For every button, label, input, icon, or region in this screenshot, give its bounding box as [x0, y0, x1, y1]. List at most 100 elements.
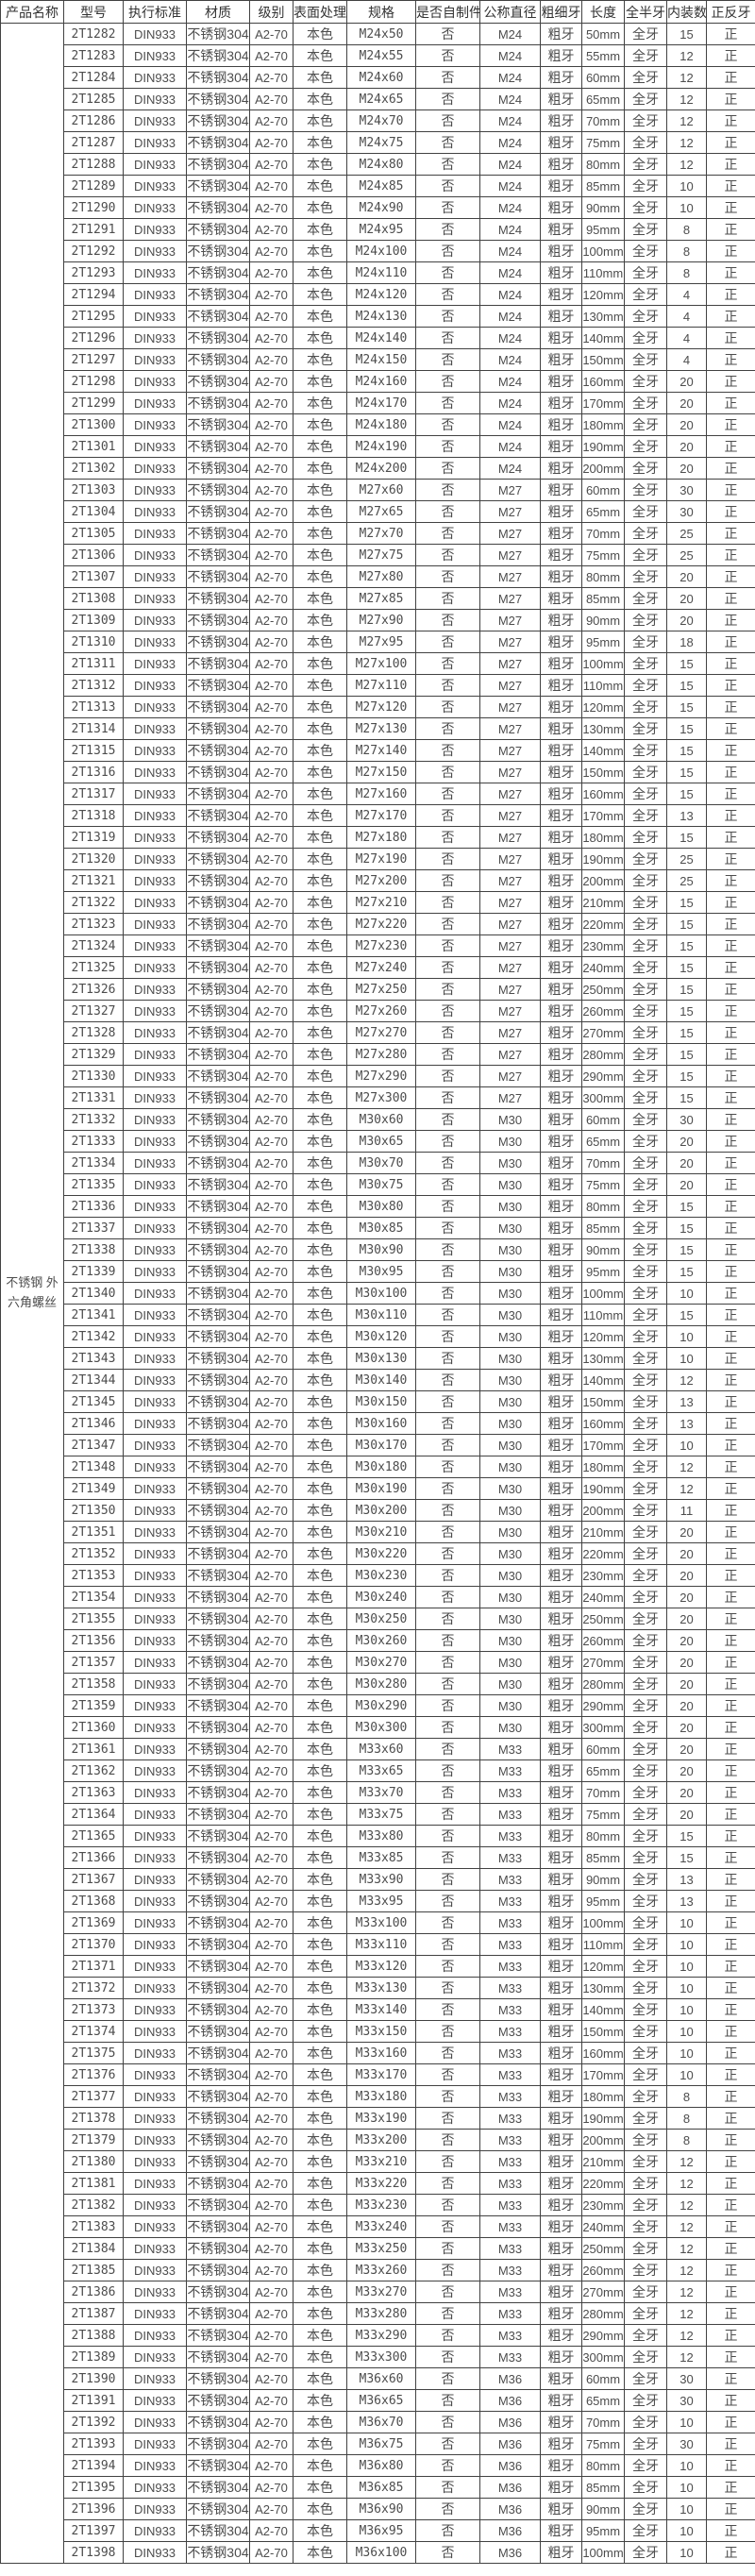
cell-self-made: 否 — [415, 1195, 480, 1218]
cell-material: 不锈钢304 — [186, 2302, 250, 2325]
cell-finish: 本色 — [293, 1304, 347, 1326]
cell-thread-direction: 正 — [706, 413, 755, 436]
cell-standard: DIN933 — [123, 2433, 187, 2455]
table-row: 2T1347 DIN933 不锈钢304 A2-70 本色 M30x170 否 M30 粗牙 17… — [1, 1434, 755, 1456]
table-row: 2T1372 DIN933 不锈钢304 A2-70 本色 M33x130 否 M33 粗牙 13… — [1, 1977, 755, 1999]
cell-qty: 4 — [666, 305, 707, 328]
cell-self-made: 否 — [415, 717, 480, 740]
cell-model: 2T1363 — [63, 1781, 124, 1804]
cell-length: 130mm — [581, 1347, 625, 1370]
cell-length: 190mm — [581, 2107, 625, 2130]
cell-standard: DIN933 — [123, 1173, 187, 1196]
cell-thread-length: 全牙 — [624, 479, 667, 501]
cell-thread-direction: 正 — [706, 1955, 755, 1978]
cell-model: 2T1290 — [63, 196, 124, 219]
cell-grade: A2-70 — [249, 565, 294, 588]
cell-material: 不锈钢304 — [186, 1564, 250, 1587]
cell-material: 不锈钢304 — [186, 1781, 250, 1804]
cell-thread-direction: 正 — [706, 1390, 755, 1413]
cell-standard: DIN933 — [123, 88, 187, 110]
cell-finish: 本色 — [293, 631, 347, 653]
cell-thread-pitch: 粗牙 — [540, 1304, 582, 1326]
cell-thread-pitch: 粗牙 — [540, 2389, 582, 2412]
cell-grade: A2-70 — [249, 2129, 294, 2151]
cell-model: 2T1316 — [63, 761, 124, 783]
cell-diameter: M30 — [479, 1217, 541, 1239]
cell-diameter: M27 — [479, 934, 541, 957]
cell-qty: 13 — [666, 804, 707, 827]
cell-standard: DIN933 — [123, 66, 187, 89]
cell-diameter: M30 — [479, 1260, 541, 1283]
cell-model: 2T1289 — [63, 175, 124, 197]
table-row: 2T1323 DIN933 不锈钢304 A2-70 本色 M27x220 否 M27 粗牙 22… — [1, 913, 755, 935]
cell-material: 不锈钢304 — [186, 109, 250, 132]
cell-grade: A2-70 — [249, 1456, 294, 1478]
cell-model: 2T1388 — [63, 2324, 124, 2347]
cell-thread-length: 全牙 — [624, 305, 667, 328]
table-row: 2T1395 DIN933 不锈钢304 A2-70 本色 M36x85 否 M36 粗牙 85m… — [1, 2476, 755, 2499]
cell-spec: M30x280 — [346, 1673, 416, 1695]
cell-model: 2T1356 — [63, 1629, 124, 1652]
cell-material: 不锈钢304 — [186, 1325, 250, 1348]
cell-spec: M24x55 — [346, 44, 416, 67]
cell-standard: DIN933 — [123, 2129, 187, 2151]
cell-material: 不锈钢304 — [186, 413, 250, 436]
table-row: 2T1350 DIN933 不锈钢304 A2-70 本色 M30x200 否 M30 粗牙 20… — [1, 1499, 755, 1522]
table-row: 2T1321 DIN933 不锈钢304 A2-70 本色 M27x200 否 M27 粗牙 20… — [1, 869, 755, 892]
cell-self-made: 否 — [415, 2085, 480, 2108]
cell-self-made: 否 — [415, 1955, 480, 1978]
cell-spec: M36x80 — [346, 2454, 416, 2477]
cell-grade: A2-70 — [249, 717, 294, 740]
cell-grade: A2-70 — [249, 609, 294, 631]
cell-length: 90mm — [581, 1238, 625, 1261]
cell-material: 不锈钢304 — [186, 2020, 250, 2043]
cell-thread-direction: 正 — [706, 978, 755, 1001]
cell-qty: 15 — [666, 1195, 707, 1218]
cell-material: 不锈钢304 — [186, 1738, 250, 1760]
cell-thread-direction: 正 — [706, 240, 755, 262]
cell-length: 95mm — [581, 631, 625, 653]
cell-model: 2T1326 — [63, 978, 124, 1001]
cell-grade: A2-70 — [249, 2389, 294, 2412]
cell-thread-length: 全牙 — [624, 2433, 667, 2455]
cell-thread-direction: 正 — [706, 2107, 755, 2130]
cell-finish: 本色 — [293, 1369, 347, 1391]
cell-diameter: M33 — [479, 1803, 541, 1826]
cell-grade: A2-70 — [249, 2367, 294, 2390]
table-row: 2T1334 DIN933 不锈钢304 A2-70 本色 M30x70 否 M30 粗牙 70m… — [1, 1152, 755, 1174]
cell-model: 2T1357 — [63, 1651, 124, 1674]
cell-thread-direction: 正 — [706, 1477, 755, 1500]
cell-thread-pitch: 粗牙 — [540, 1933, 582, 1956]
cell-self-made: 否 — [415, 153, 480, 176]
cell-thread-pitch: 粗牙 — [540, 2150, 582, 2173]
cell-qty: 15 — [666, 891, 707, 914]
cell-material: 不锈钢304 — [186, 2541, 250, 2564]
cell-length: 170mm — [581, 2063, 625, 2086]
table-row: 2T1362 DIN933 不锈钢304 A2-70 本色 M33x65 否 M33 粗牙 65m… — [1, 1759, 755, 1782]
cell-model: 2T1341 — [63, 1304, 124, 1326]
table-row: 2T1335 DIN933 不锈钢304 A2-70 本色 M30x75 否 M30 粗牙 75m… — [1, 1173, 755, 1196]
cell-standard: DIN933 — [123, 109, 187, 132]
cell-grade: A2-70 — [249, 1933, 294, 1956]
cell-material: 不锈钢304 — [186, 2085, 250, 2108]
cell-self-made: 否 — [415, 2346, 480, 2368]
cell-thread-direction: 正 — [706, 2324, 755, 2347]
cell-grade: A2-70 — [249, 2541, 294, 2564]
cell-model: 2T1335 — [63, 1173, 124, 1196]
cell-spec: M24x170 — [346, 392, 416, 414]
cell-qty: 10 — [666, 2541, 707, 2564]
cell-self-made: 否 — [415, 1390, 480, 1413]
cell-qty: 20 — [666, 1781, 707, 1804]
cell-model: 2T1298 — [63, 370, 124, 393]
table-row: 2T1355 DIN933 不锈钢304 A2-70 本色 M30x250 否 M30 粗牙 25… — [1, 1608, 755, 1630]
cell-thread-direction: 正 — [706, 522, 755, 545]
cell-thread-length: 全牙 — [624, 392, 667, 414]
cell-qty: 10 — [666, 2063, 707, 2086]
cell-finish: 本色 — [293, 1738, 347, 1760]
cell-diameter: M33 — [479, 2281, 541, 2303]
cell-material: 不锈钢304 — [186, 1521, 250, 1543]
cell-thread-pitch: 粗牙 — [540, 1651, 582, 1674]
cell-model: 2T1309 — [63, 609, 124, 631]
cell-material: 不锈钢304 — [186, 2346, 250, 2368]
cell-model: 2T1345 — [63, 1390, 124, 1413]
